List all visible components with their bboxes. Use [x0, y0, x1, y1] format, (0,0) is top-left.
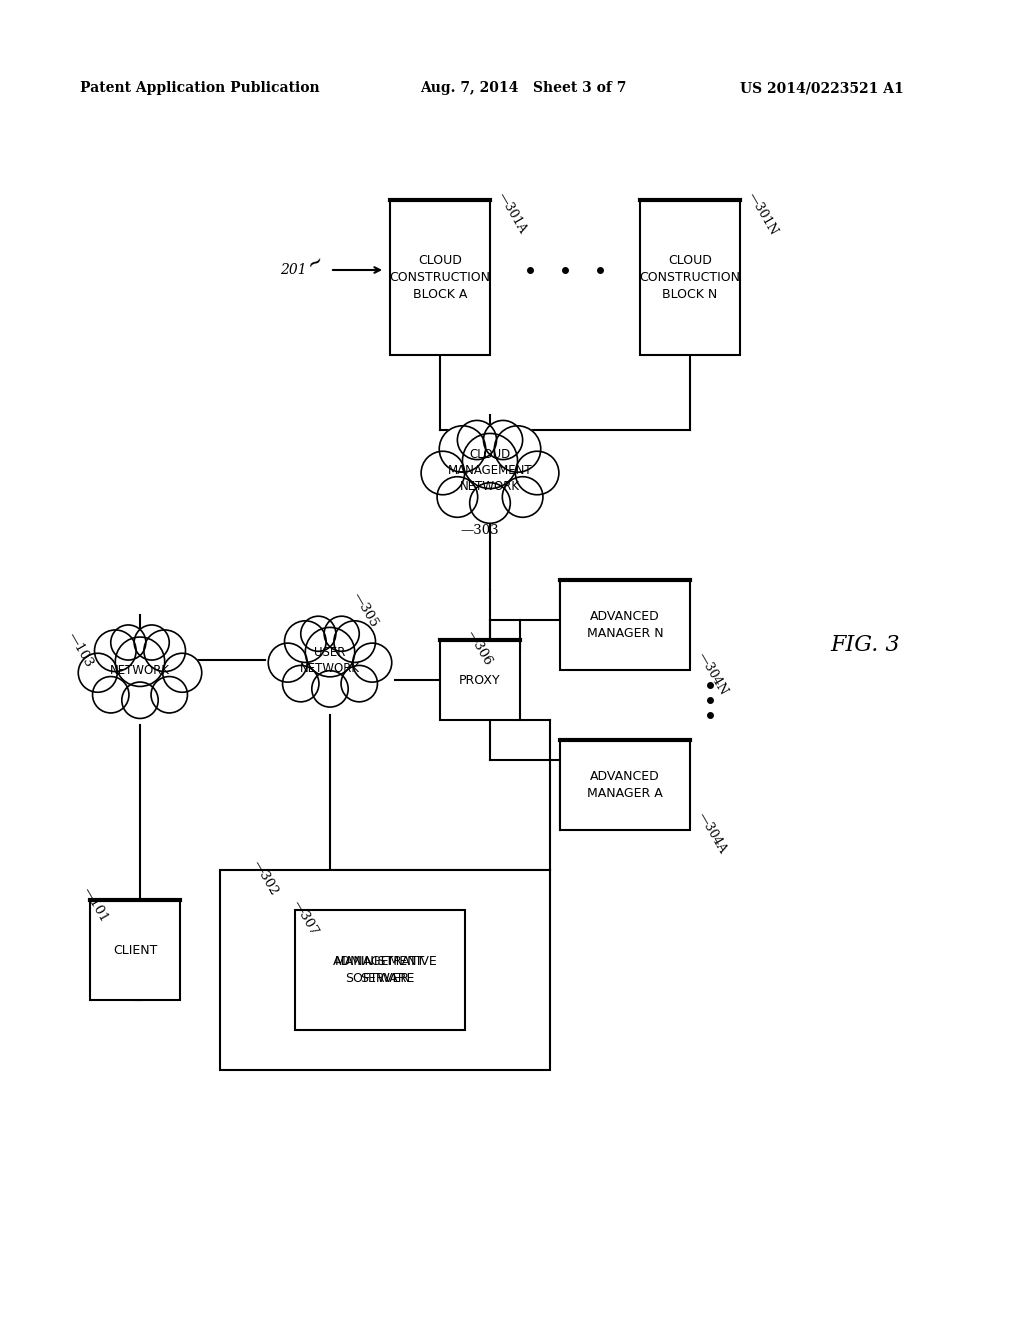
Text: —301A: —301A: [495, 190, 529, 236]
Text: —304A: —304A: [695, 810, 729, 855]
Circle shape: [463, 433, 517, 488]
Text: Aug. 7, 2014   Sheet 3 of 7: Aug. 7, 2014 Sheet 3 of 7: [420, 81, 627, 95]
Text: ADVANCED
MANAGER N: ADVANCED MANAGER N: [587, 610, 664, 640]
Circle shape: [111, 624, 145, 660]
Circle shape: [163, 653, 202, 692]
Text: —306: —306: [464, 628, 495, 668]
Text: NETWORK: NETWORK: [110, 664, 170, 676]
Circle shape: [341, 665, 378, 702]
Circle shape: [305, 627, 354, 677]
Circle shape: [78, 653, 118, 692]
Text: ADVANCED
MANAGER A: ADVANCED MANAGER A: [587, 770, 663, 800]
Text: —301N: —301N: [745, 190, 780, 238]
Circle shape: [144, 630, 185, 672]
Text: CLOUD
CONSTRUCTION
BLOCK N: CLOUD CONSTRUCTION BLOCK N: [640, 253, 740, 301]
Circle shape: [92, 677, 129, 713]
Text: US 2014/0223521 A1: US 2014/0223521 A1: [740, 81, 904, 95]
Circle shape: [495, 426, 541, 473]
Text: PROXY: PROXY: [459, 673, 501, 686]
Circle shape: [470, 483, 510, 523]
Circle shape: [334, 620, 376, 663]
Circle shape: [503, 477, 543, 517]
Text: 201: 201: [280, 263, 306, 277]
Circle shape: [483, 421, 522, 459]
Bar: [90, 900, 180, 1001]
Text: Patent Application Publication: Patent Application Publication: [80, 81, 319, 95]
Text: MANAGEMENT
SOFTWARE: MANAGEMENT SOFTWARE: [335, 954, 425, 985]
Circle shape: [301, 616, 336, 651]
Text: CLIENT: CLIENT: [113, 944, 158, 957]
Circle shape: [421, 451, 465, 495]
Bar: [295, 909, 465, 1030]
Circle shape: [311, 671, 348, 708]
Text: —103: —103: [65, 630, 95, 669]
Circle shape: [116, 638, 165, 686]
Circle shape: [283, 665, 318, 702]
Bar: [220, 870, 550, 1071]
Text: —304N: —304N: [695, 649, 730, 698]
Circle shape: [439, 426, 485, 473]
Bar: [640, 201, 740, 355]
Text: CLOUD
CONSTRUCTION
BLOCK A: CLOUD CONSTRUCTION BLOCK A: [389, 253, 490, 301]
Circle shape: [325, 616, 359, 651]
Text: —305: —305: [350, 590, 381, 630]
Text: CLOUD
MANAGEMENT
NETWORK: CLOUD MANAGEMENT NETWORK: [447, 447, 532, 492]
Circle shape: [285, 620, 326, 663]
Circle shape: [268, 643, 307, 682]
Circle shape: [437, 477, 477, 517]
Circle shape: [458, 421, 497, 459]
Text: —307: —307: [290, 898, 321, 939]
Text: ~: ~: [303, 249, 327, 273]
Bar: [440, 640, 520, 719]
Text: —302: —302: [250, 858, 281, 898]
Text: FIG. 3: FIG. 3: [830, 634, 900, 656]
Text: ADMINISTRATIVE
SERVER: ADMINISTRATIVE SERVER: [333, 954, 437, 985]
Circle shape: [134, 624, 169, 660]
Circle shape: [515, 451, 559, 495]
Text: —101: —101: [80, 884, 111, 925]
Text: —303: —303: [460, 524, 499, 536]
Text: USER
NETWORK: USER NETWORK: [300, 645, 360, 675]
Bar: [390, 201, 490, 355]
Circle shape: [152, 677, 187, 713]
Circle shape: [352, 643, 392, 682]
Bar: [560, 741, 690, 830]
Bar: [560, 579, 690, 671]
Circle shape: [94, 630, 136, 672]
Circle shape: [122, 682, 158, 718]
